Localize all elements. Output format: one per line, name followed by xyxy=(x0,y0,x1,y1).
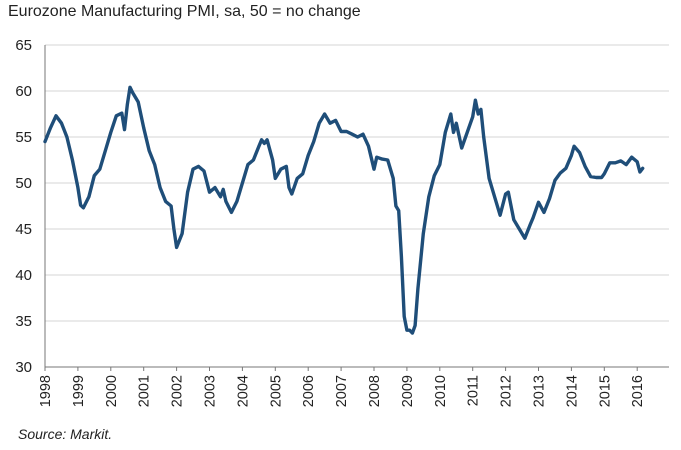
x-tick-label: 2001 xyxy=(137,375,153,407)
y-tick-label: 30 xyxy=(15,359,32,376)
gridlines xyxy=(45,44,669,322)
x-tick-label: 2007 xyxy=(334,375,350,407)
x-tick-label: 2005 xyxy=(268,375,284,407)
chart-title: Eurozone Manufacturing PMI, sa, 50 = no … xyxy=(8,3,361,20)
x-tick-label: 2010 xyxy=(433,375,449,407)
y-tick-label: 35 xyxy=(15,313,32,330)
x-tick-label: 2002 xyxy=(170,375,186,407)
y-tick-label: 60 xyxy=(15,83,32,100)
x-tick-label: 2004 xyxy=(235,375,251,407)
y-tick-label: 65 xyxy=(15,37,32,54)
y-tick-labels: 30 35 40 45 50 55 60 65 xyxy=(15,37,32,376)
x-tick-label: 2013 xyxy=(532,375,548,407)
x-tick-label: 2009 xyxy=(400,375,416,407)
y-tick-label: 45 xyxy=(15,221,32,238)
x-tick-labels: 1998 1999 2000 2001 2002 2003 2004 2005 2006 2007… xyxy=(38,375,646,407)
series-line-pmi xyxy=(43,85,645,335)
x-tick-label: 1998 xyxy=(38,375,54,407)
y-tick-label: 55 xyxy=(15,129,32,146)
x-tick-label: 2003 xyxy=(203,375,219,407)
x-tick-label: 2011 xyxy=(466,375,482,406)
x-tick-label: 2016 xyxy=(630,375,646,407)
x-tick-label: 2006 xyxy=(301,375,317,407)
x-tick-label: 2000 xyxy=(104,375,120,407)
series-layer xyxy=(43,85,645,335)
x-tick-label: 2012 xyxy=(499,375,515,407)
x-tick-label: 2014 xyxy=(564,375,580,407)
y-tick-label: 50 xyxy=(15,175,32,192)
x-tick-label: 1999 xyxy=(71,375,87,407)
chart-source-note: Source: Markit. xyxy=(18,426,113,442)
x-tick-label: 2008 xyxy=(367,375,383,407)
axes xyxy=(44,45,669,371)
x-tick-label: 2015 xyxy=(597,375,613,407)
y-tick-label: 40 xyxy=(15,267,32,284)
